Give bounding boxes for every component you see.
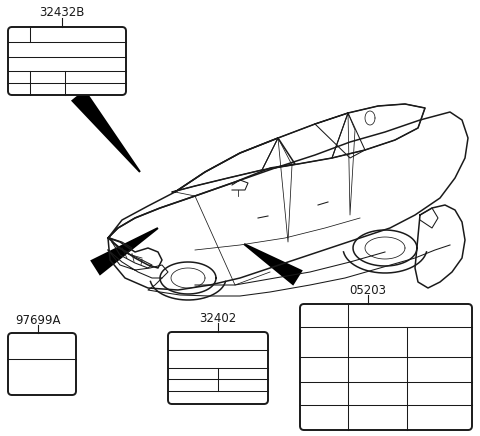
FancyBboxPatch shape	[168, 332, 268, 404]
FancyBboxPatch shape	[8, 27, 126, 95]
Polygon shape	[243, 243, 303, 286]
Polygon shape	[90, 227, 158, 276]
Text: 05203: 05203	[349, 283, 386, 296]
Text: 97699A: 97699A	[15, 313, 61, 327]
Text: 32432B: 32432B	[39, 7, 84, 20]
FancyBboxPatch shape	[8, 333, 76, 395]
Text: 32402: 32402	[199, 311, 237, 324]
Polygon shape	[71, 89, 141, 173]
FancyBboxPatch shape	[300, 304, 472, 430]
